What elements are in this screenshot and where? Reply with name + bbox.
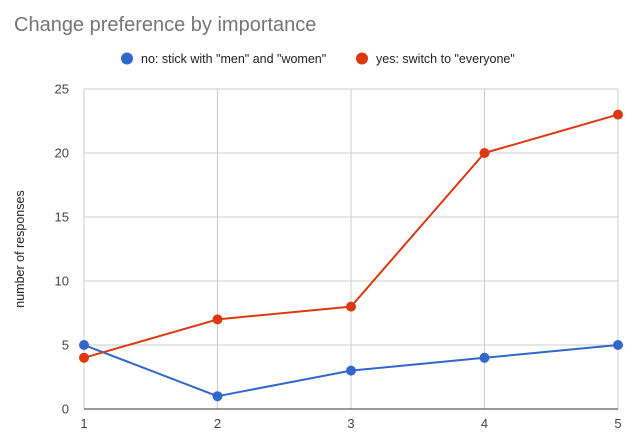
data-point — [479, 352, 490, 363]
x-tick-label: 1 — [80, 416, 87, 431]
y-tick-label: 10 — [55, 274, 69, 289]
y-axis-label: number of responses — [13, 190, 27, 307]
data-point — [79, 352, 89, 363]
y-tick-label: 0 — [62, 402, 69, 417]
series-0 — [79, 340, 623, 402]
legend-label-yes: yes: switch to "everyone" — [376, 52, 515, 66]
y-tick-label: 25 — [55, 82, 69, 97]
x-tick-label: 2 — [214, 416, 221, 431]
series-1 — [79, 109, 623, 363]
data-point — [613, 109, 623, 120]
data-point — [79, 340, 89, 350]
legend: no: stick with "men" and "women" yes: sw… — [121, 52, 515, 66]
legend-marker-no — [121, 52, 133, 65]
y-axis-ticks: 0 5 10 15 20 25 — [55, 82, 69, 417]
data-point — [346, 365, 356, 376]
data-point — [212, 314, 223, 325]
y-tick-label: 15 — [55, 210, 69, 225]
x-tick-label: 3 — [347, 416, 354, 431]
x-tick-label: 5 — [614, 416, 621, 431]
y-tick-label: 20 — [55, 146, 69, 161]
legend-label-no: no: stick with "men" and "women" — [141, 52, 326, 66]
x-axis-ticks: 1 2 3 4 5 — [80, 416, 621, 431]
x-tick-label: 4 — [481, 416, 488, 431]
y-tick-label: 5 — [62, 338, 69, 353]
gridlines — [83, 88, 619, 410]
data-point — [613, 340, 623, 350]
data-point — [346, 301, 356, 312]
legend-marker-yes — [356, 52, 368, 65]
data-point — [479, 148, 490, 158]
series-layer — [79, 109, 623, 402]
chart-title: Change preference by importance — [14, 14, 316, 36]
data-point — [212, 391, 223, 402]
